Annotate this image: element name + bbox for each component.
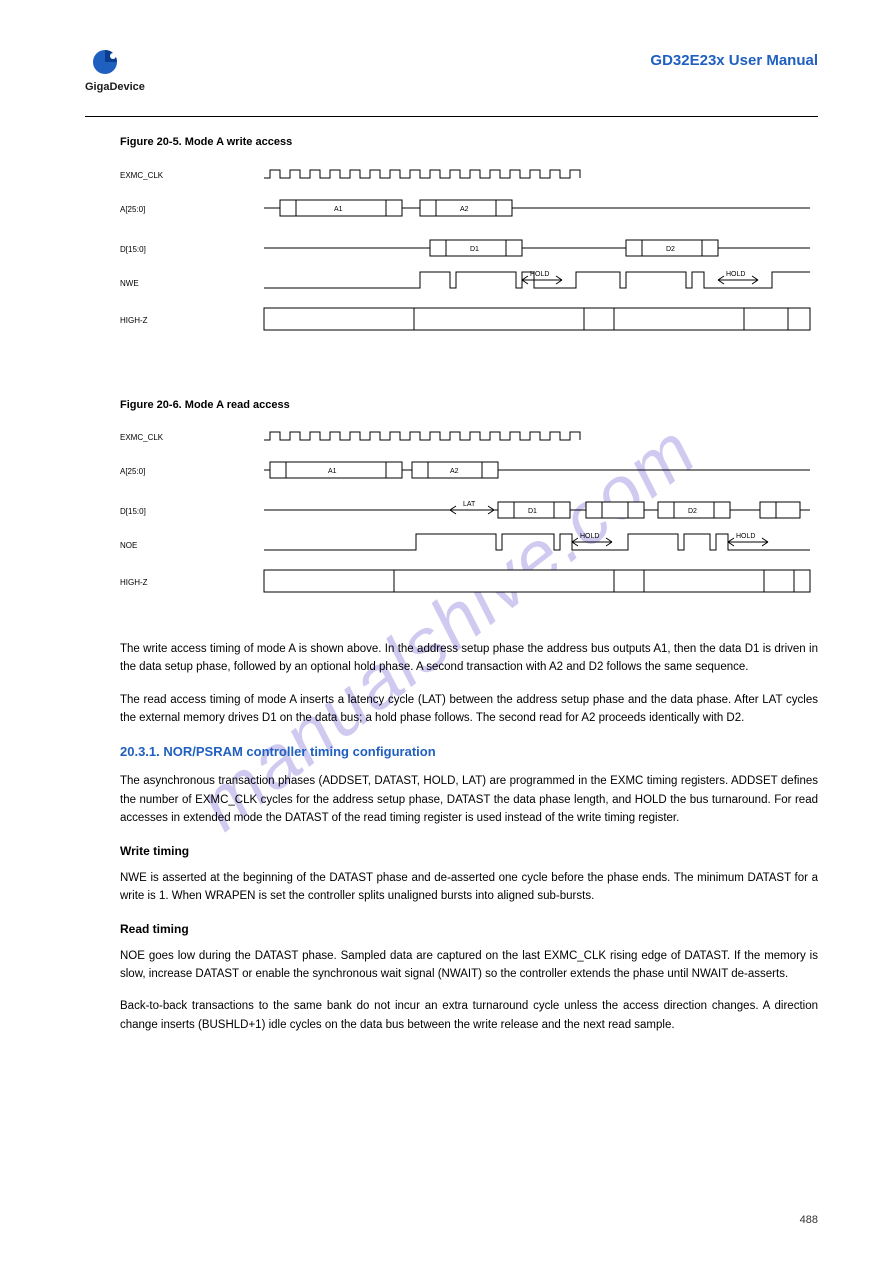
brand-text: GigaDevice (85, 81, 145, 93)
fig1-hold1: HOLD (530, 271, 549, 278)
figure1-title: Figure 20-5. Mode A write access (120, 136, 292, 148)
fig2-a1: A1 (328, 468, 337, 475)
fig1-a2: A2 (460, 206, 469, 213)
figure2-title: Figure 20-6. Mode A read access (120, 399, 290, 411)
brand-logo: GigaDevice (85, 48, 149, 101)
fig1-clk-label: EXMC_CLK (120, 171, 164, 180)
section-heading: 20.3.1. NOR/PSRAM controller timing conf… (120, 742, 818, 763)
figure1-diagram: EXMC_CLK A[25:0] D[15:0] NWE HIGH-Z A1 A… (120, 158, 820, 373)
para-3: The asynchronous transaction phases (ADD… (120, 772, 818, 827)
subheading-write: Write timing (120, 842, 818, 861)
page: manualshive.com GigaDevice GD32E23x User… (0, 0, 893, 1262)
fig1-data-label: D[15:0] (120, 245, 146, 254)
para-1: The write access timing of mode A is sho… (120, 640, 818, 677)
para-5: NOE goes low during the DATAST phase. Sa… (120, 947, 818, 984)
para-2: The read access timing of mode A inserts… (120, 691, 818, 728)
fig2-a2: A2 (450, 468, 459, 475)
fig2-state-label: HIGH-Z (120, 578, 148, 587)
fig1-a1: A1 (334, 206, 343, 213)
fig1-nwe-label: NWE (120, 279, 139, 288)
body-text: The write access timing of mode A is sho… (120, 640, 818, 1048)
figure2-diagram: EXMC_CLK A[25:0] D[15:0] NOE HIGH-Z A1 A… (120, 420, 820, 635)
fig2-d1: D1 (528, 508, 537, 515)
fig2-nrd-label: NOE (120, 541, 137, 550)
fig1-hold2: HOLD (726, 271, 745, 278)
fig2-lat1: LAT (463, 501, 476, 508)
fig1-addr-label: A[25:0] (120, 205, 145, 214)
fig2-d2: D2 (688, 508, 697, 515)
fig2-addr-label: A[25:0] (120, 467, 145, 476)
fig1-d2: D2 (666, 246, 675, 253)
fig1-d1: D1 (470, 246, 479, 253)
fig2-hold1: HOLD (580, 533, 599, 540)
subheading-read: Read timing (120, 920, 818, 939)
fig2-data-label: D[15:0] (120, 507, 146, 516)
page-number: 488 (800, 1214, 818, 1226)
doc-header: GigaDevice GD32E23x User Manual (85, 48, 818, 110)
fig1-state-label: HIGH-Z (120, 316, 148, 325)
fig2-hold2: HOLD (736, 533, 755, 540)
para-4: NWE is asserted at the beginning of the … (120, 869, 818, 906)
para-6: Back-to-back transactions to the same ba… (120, 997, 818, 1034)
doc-title: GD32E23x User Manual (650, 52, 818, 69)
header-rule (85, 116, 818, 117)
fig2-clk-label: EXMC_CLK (120, 433, 164, 442)
